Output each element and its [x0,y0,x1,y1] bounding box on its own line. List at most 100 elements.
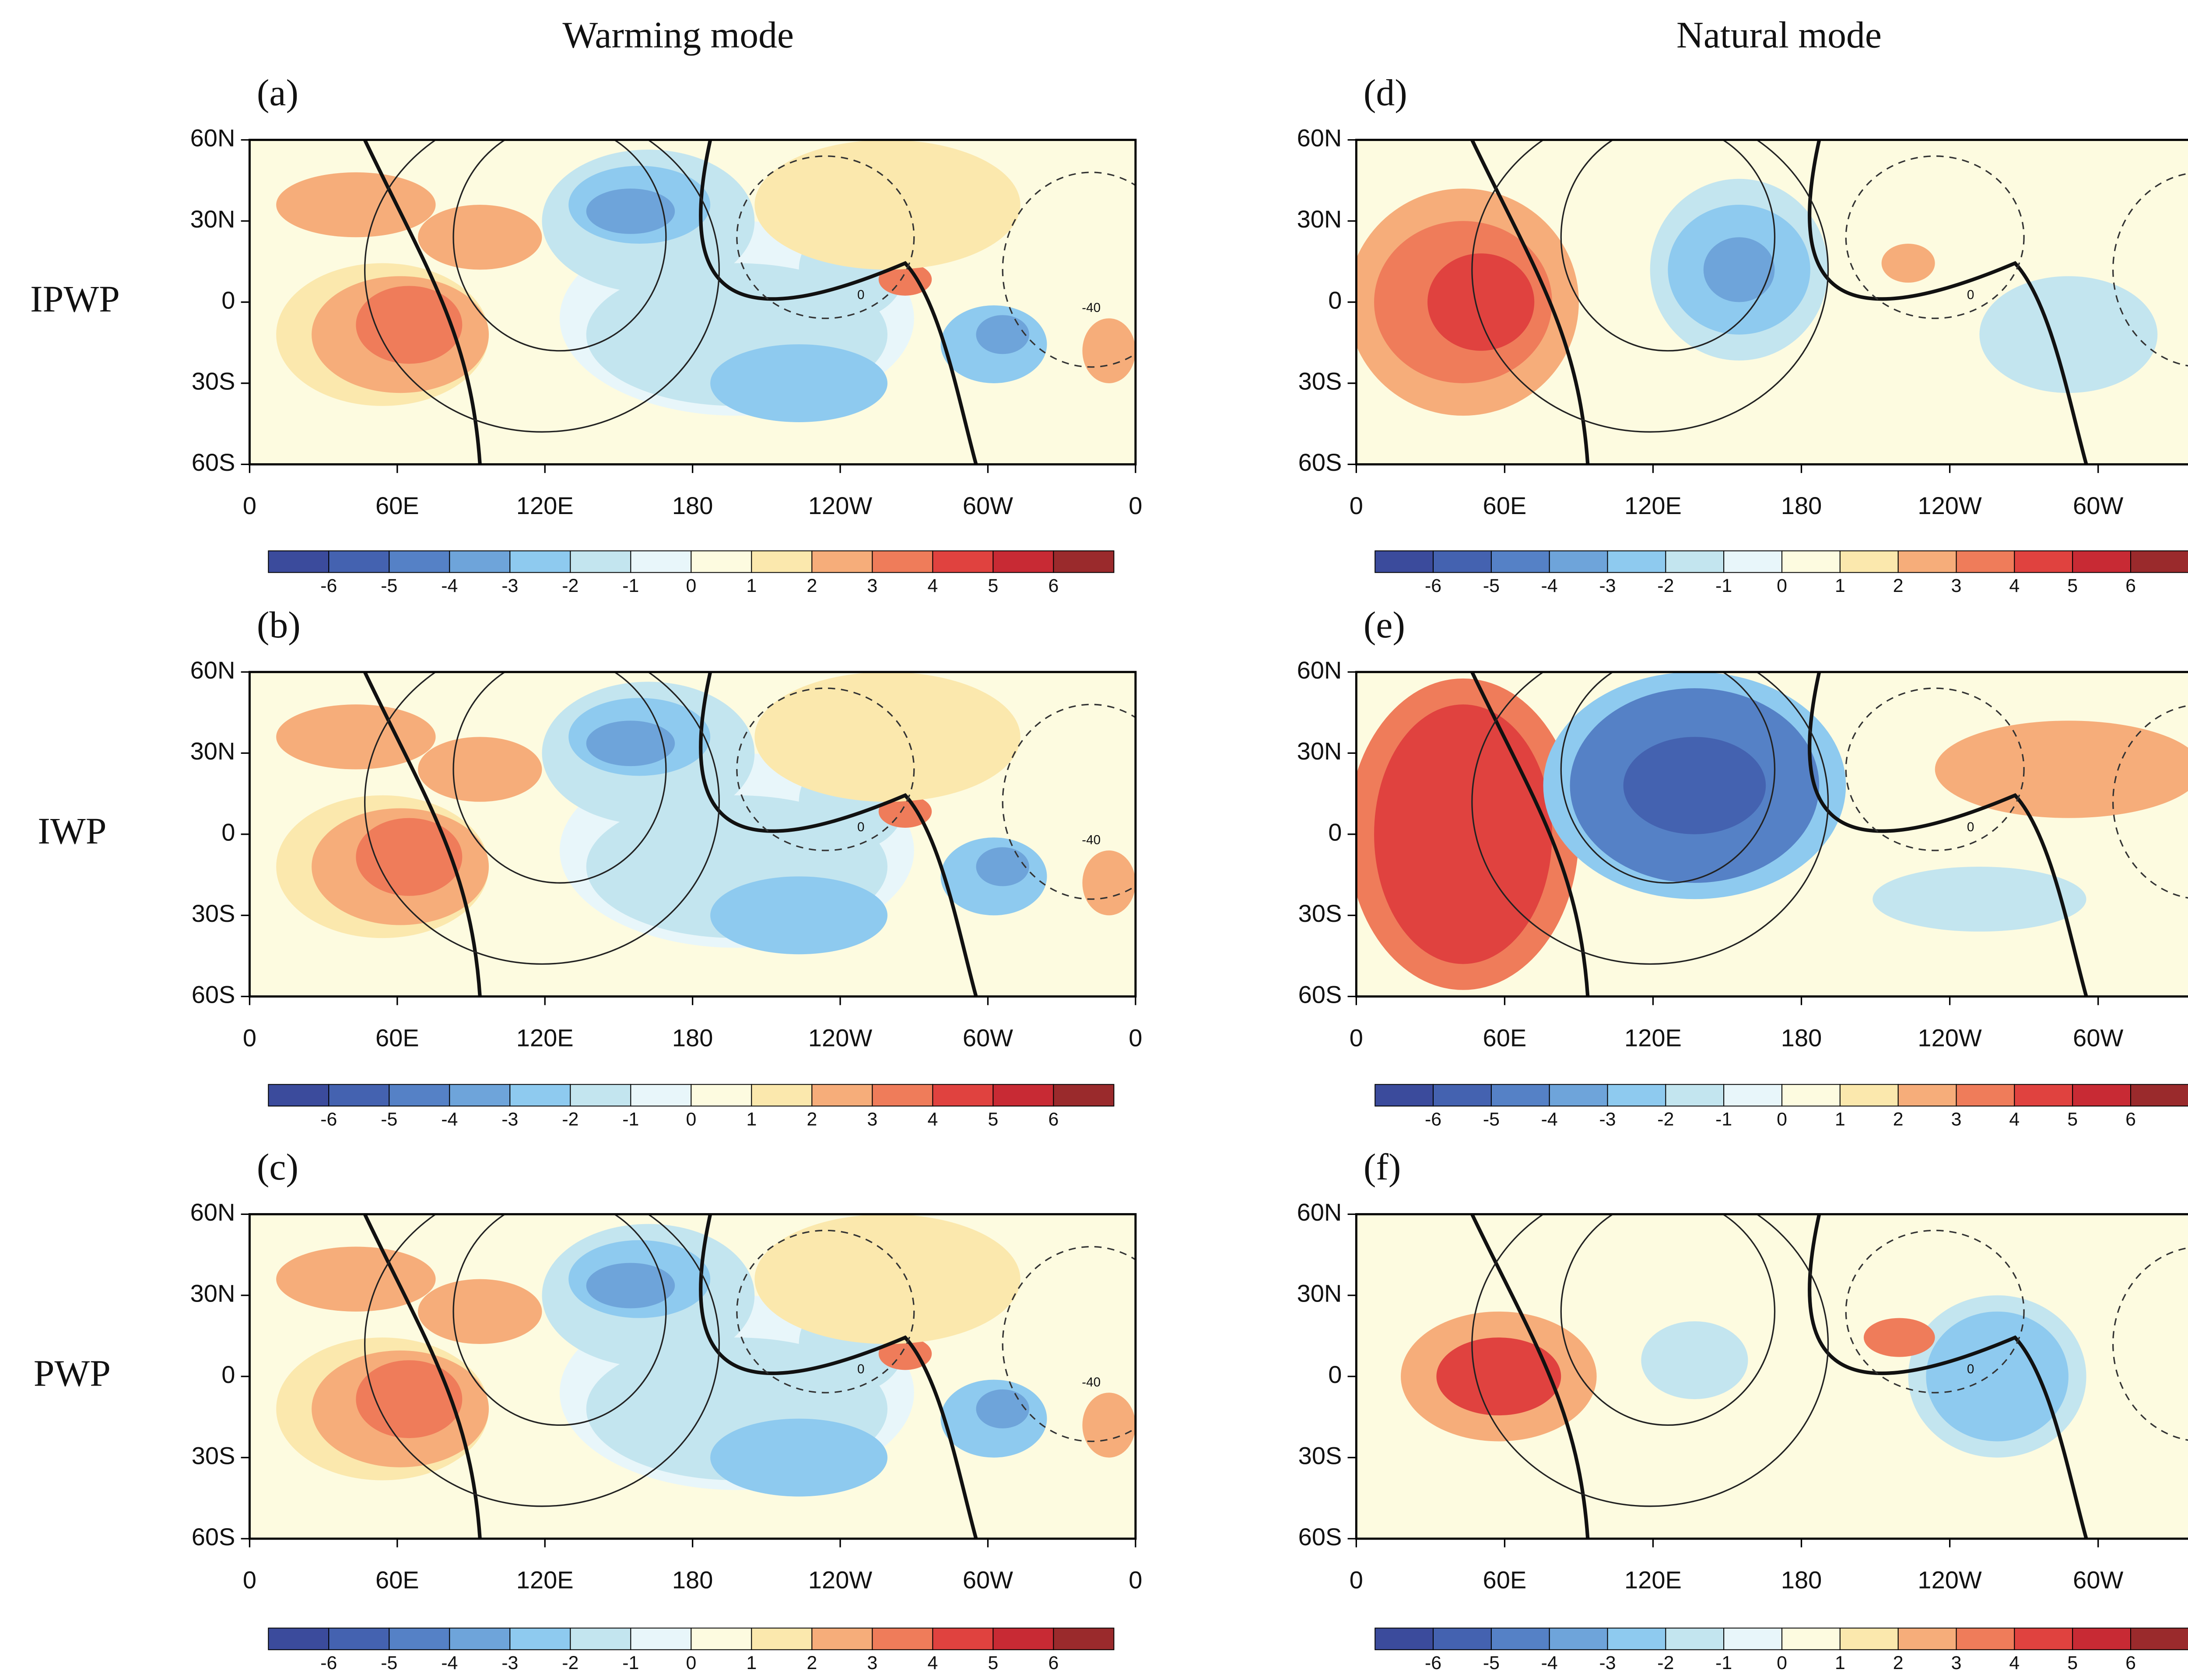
lon-label: 180 [1781,1566,1822,1594]
colorbar-box [1839,1628,1899,1650]
anomaly-region [356,818,463,896]
colorbar-box [1897,550,1957,573]
lon-label: 120W [1918,492,1982,519]
contour [363,140,482,465]
anomaly-region [878,1337,932,1370]
colorbar-label: -2 [1657,1652,1674,1673]
colorbar-label: -4 [441,575,458,596]
anomaly-region [976,847,1029,886]
colorbar-label: 1 [1835,1652,1845,1673]
colorbar-box [992,1628,1054,1650]
colorbar-box [570,1084,631,1107]
anomaly-region [1082,1393,1136,1458]
lon-label: 60W [963,1024,1013,1051]
colorbar-label: 0 [1777,575,1787,596]
colorbar-label: 1 [746,1652,757,1673]
contour [364,1214,720,1507]
colorbar-label: 6 [1048,1109,1059,1130]
lon-label: 180 [672,492,713,519]
colorbar-label: 3 [1951,1652,1962,1673]
lat-label: 0 [1328,819,1342,846]
lon-label: 0 [243,1024,256,1051]
colorbar-label: 2 [806,575,817,596]
lat-label: 60S [192,1523,235,1550]
colorbar-box [1490,1628,1550,1650]
contour [736,1229,915,1393]
colorbar-box [751,1084,813,1107]
lon-label: 180 [1781,492,1822,519]
contour [363,1214,482,1539]
colorbar-box [509,1084,571,1107]
colorbar-box [691,1628,752,1650]
colorbar-box [1956,550,2015,573]
colorbar-label: -4 [1541,1109,1558,1130]
colorbar-label: 3 [1951,1109,1962,1130]
contour-label: -40 [1082,833,1101,847]
contour [1471,672,1829,965]
panel-label: (e) [1364,604,1405,646]
map: 0 -40 [249,140,1136,465]
contour [1470,1214,1590,1539]
colorbar-box [751,1628,813,1650]
anomaly-region [1623,737,1766,834]
contour-label: -40 [1082,1375,1101,1390]
colorbar-box [1053,550,1115,573]
lat-label: 0 [221,819,235,846]
colorbar-box [1433,1628,1492,1650]
colorbar-label: 3 [1951,575,1962,596]
anomaly-region [1979,276,2158,393]
colorbar-label: 4 [2009,1652,2020,1673]
colorbar-box [328,550,390,573]
lat-label: 60N [1297,656,1342,684]
colorbar-box [570,1628,631,1650]
anomaly-region [1082,318,1136,383]
colorbar-box [691,1084,752,1107]
anomaly-region [1935,721,2188,818]
colorbar-box [1723,1628,1783,1650]
contour-label: 0 [1967,820,1974,834]
contour [2112,1247,2188,1441]
colorbar-box [932,1628,994,1650]
contour [1471,140,1829,433]
contour-label: 0 [857,288,865,302]
colorbar-label: -5 [381,575,397,596]
lat-label: 60N [190,124,235,152]
colorbar-box [872,1084,933,1107]
anomaly-region [356,286,463,364]
contour [1808,1214,2088,1539]
contour [2112,173,2188,367]
contour [1845,155,2025,319]
colorbar-label: -1 [622,575,639,596]
lon-label: 60E [375,1024,419,1051]
colorbar-box [1433,1084,1492,1107]
colorbar-box [811,1628,873,1650]
contour [364,672,720,965]
lat-label: 30N [190,205,235,233]
colorbar-box [389,1628,450,1650]
colorbar-box [811,550,873,573]
colorbar-label: -2 [562,575,579,596]
colorbar-box [268,1084,330,1107]
anomaly-region [276,1246,436,1312]
contour [1845,687,2025,851]
contour [1560,1214,1776,1426]
colorbar-label: 5 [2067,1652,2078,1673]
colorbar-box [1490,550,1550,573]
colorbar-label: 6 [1048,575,1059,596]
colorbar-box [2130,1084,2188,1107]
contour-label: -40 [1082,301,1101,315]
lat-label: 60N [1297,1198,1342,1226]
colorbar-label: 1 [746,1109,757,1130]
anomaly-region [976,315,1029,354]
anomaly-region [1881,244,1935,283]
colorbar-box [1781,550,1841,573]
map: 0 -40 [249,1214,1136,1539]
contour [1560,672,1776,884]
lon-label: 0 [1350,1024,1363,1051]
anomaly-region [418,205,542,270]
anomaly-region [276,172,436,238]
colorbar-label: -4 [1541,575,1558,596]
panel-label: (b) [257,604,301,646]
colorbar-label: -1 [1715,1652,1732,1673]
